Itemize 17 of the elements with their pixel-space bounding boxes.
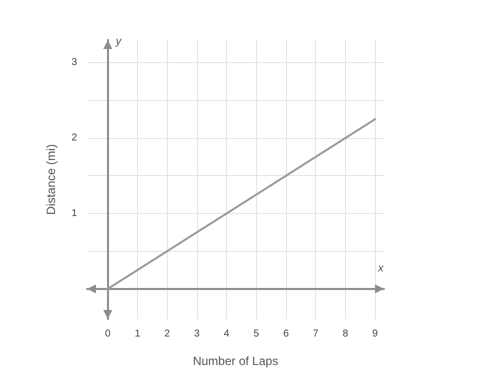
x-tick-label: 0 (105, 328, 112, 340)
annotation: y (114, 36, 123, 48)
annotation: x (377, 262, 384, 274)
x-tick-label: 6 (283, 328, 290, 340)
y-axis-title: Distance (mi) (44, 144, 58, 215)
x-axis-title: Number of Laps (192, 354, 278, 368)
x-tick-label: 9 (372, 328, 378, 340)
y-tick-label: 1 (71, 208, 78, 219)
x-tick-label: 3 (194, 328, 200, 340)
y-tick-label: 2 (71, 132, 78, 144)
x-tick-label: 4 (224, 328, 230, 340)
x-tick-label: 1 (134, 328, 141, 340)
x-tick-label: 5 (254, 328, 260, 340)
x-tick-label: 2 (164, 328, 170, 340)
x-tick-label: 7 (312, 328, 319, 340)
y-tick-label: 3 (71, 57, 78, 68)
x-tick-label: 8 (342, 328, 349, 340)
